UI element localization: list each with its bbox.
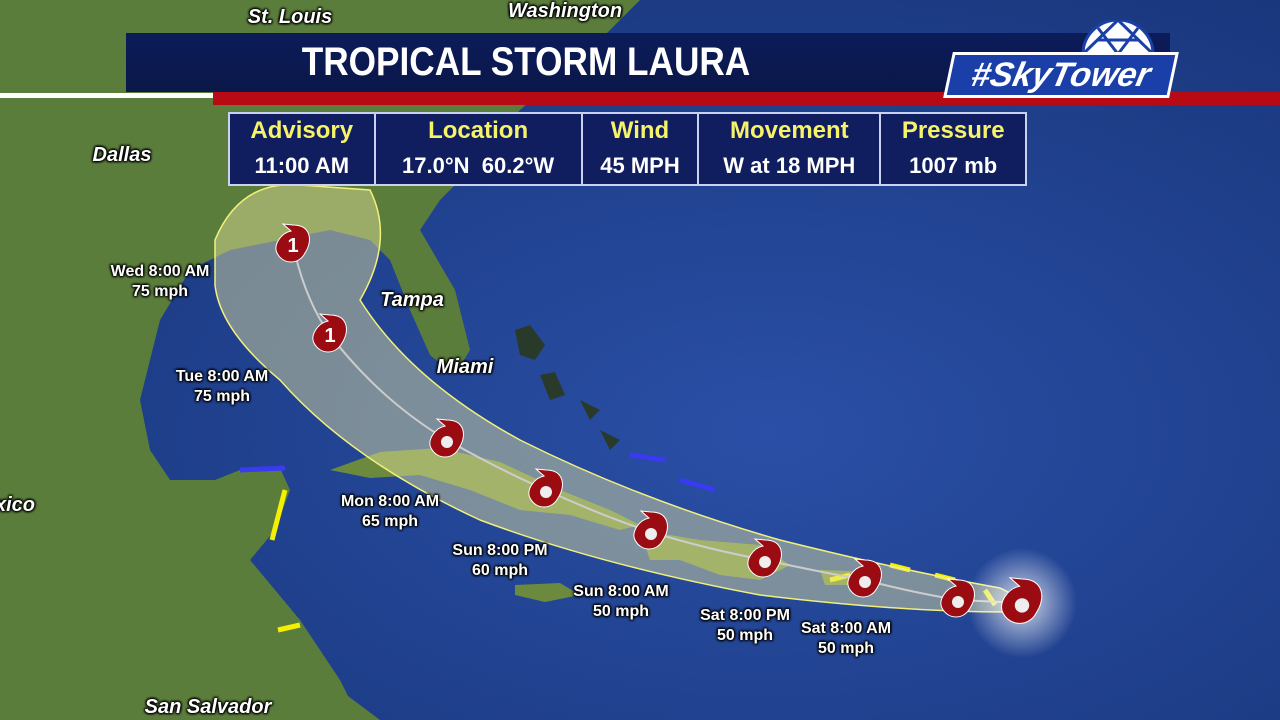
city-label: San Salvador [144,696,272,718]
forecast-wind: 65 mph [361,513,419,530]
city-label: St. Louis [247,6,333,28]
pressure-value: 1007 mb [879,148,1026,185]
forecast-time: Sat 8:00 AM [800,620,892,637]
tropical-storm-icon [1001,577,1043,624]
tropical-storm-icon [429,418,464,458]
tropical-storm-icon [847,558,882,598]
land-jamaica [515,583,580,602]
forecast-time: Sun 8:00 AM [573,583,669,600]
forecast-wind: 50 mph [592,603,650,620]
hurricane-category: 1 [324,325,335,347]
tropical-storm-icon [633,510,668,550]
logo-text: #SkyTower [943,52,1179,98]
divider [0,93,214,98]
forecast-point-label: Wed 8:00 AM 75 mph [111,262,210,302]
forecast-time: Sun 8:00 PM [452,542,548,559]
forecast-wind: 50 mph [817,640,875,657]
land-central-america [250,640,380,720]
tropical-storm-icon [940,578,975,618]
forecast-wind: 60 mph [471,562,529,579]
forecast-time: Mon 8:00 AM [340,493,440,510]
page-title: TROPICAL STORM LAURA [301,40,751,84]
skytower-logo: #SkyTower [938,20,1179,98]
wind-value: 45 MPH [580,148,699,185]
advisory-value: 11:00 AM [228,148,375,185]
advisory-header: Advisory [228,113,375,148]
hurricane-icon: 1 [275,223,310,263]
city-label: xico [0,494,36,516]
city-label: Washington [507,0,623,22]
land-cuba [330,448,640,530]
forecast-point-label: Sat 8:00 AM 50 mph [801,619,891,659]
hurricane-icon: 1 [312,313,347,353]
location-value: 17.0°N 60.2°W [373,148,582,185]
forecast-wind: 75 mph [131,283,188,300]
tropical-storm-icon [747,538,782,578]
forecast-time: Wed 8:00 AM [110,263,210,280]
hurricane-category: 1 [287,235,298,257]
forecast-point-label: Mon 8:00 AM 65 mph [341,492,439,532]
forecast-point-label: Tue 8:00 AM 75 mph [176,367,268,407]
land-north-america [0,0,640,720]
forecast-wind: 75 mph [193,388,250,405]
forecast-point-label: Sun 8:00 PM 60 mph [452,541,547,581]
tower-dome-icon [1081,20,1155,54]
forecast-point-label: Sun 8:00 AM 50 mph [573,582,668,622]
forecast-time: Sat 8:00 PM [700,607,790,624]
city-label: Tampa [380,289,444,311]
forecast-point-label: Sat 8:00 PM 50 mph [700,606,790,646]
land-bahamas [515,325,620,450]
pressure-header: Pressure [879,113,1026,148]
city-label: Miami [436,356,494,378]
storm-info-table: Advisory Location Wind Movement Pressure… [228,112,1027,186]
location-header: Location [373,113,582,148]
tropical-storm-icon [528,468,563,508]
city-label: Dallas [92,144,152,166]
forecast-time: Tue 8:00 AM [175,368,269,385]
wind-header: Wind [580,113,699,148]
warning-blue [239,452,716,493]
forecast-wind: 50 mph [716,627,773,644]
movement-value: W at 18 MPH [697,148,881,185]
movement-header: Movement [697,113,881,148]
